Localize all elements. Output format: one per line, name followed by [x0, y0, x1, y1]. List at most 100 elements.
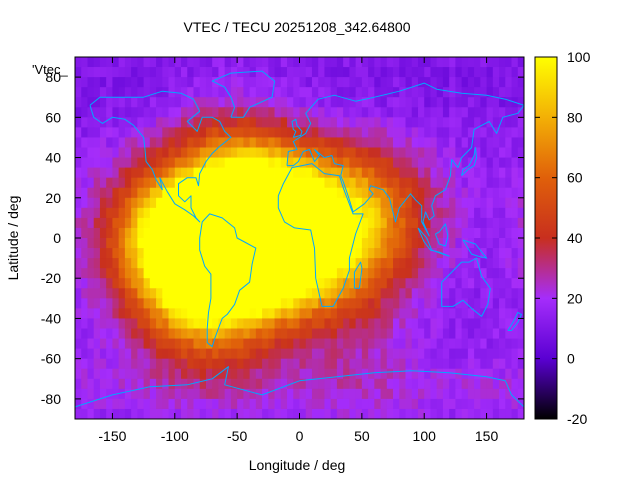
heatmap-cell [174, 308, 182, 319]
heatmap-cell [280, 328, 288, 339]
heatmap-cell [343, 338, 350, 350]
heatmap-cell [343, 318, 350, 329]
heatmap-cell [87, 167, 95, 179]
heatmap-cell [368, 137, 375, 148]
heatmap-cell [405, 97, 413, 108]
heatmap-cell [299, 137, 307, 148]
heatmap-cell [430, 398, 438, 410]
heatmap-cell [455, 77, 463, 88]
heatmap-cell [474, 278, 481, 289]
heatmap-cell [112, 67, 120, 78]
heatmap-cell [374, 147, 381, 158]
heatmap-cell [93, 217, 101, 229]
heatmap-cell [156, 328, 163, 339]
heatmap-cell [374, 77, 381, 88]
heatmap-cell [137, 388, 144, 400]
heatmap-cell [249, 87, 257, 98]
heatmap-cell [224, 368, 232, 380]
heatmap-cell [287, 308, 294, 319]
heatmap-cell [168, 378, 176, 390]
heatmap-cell [255, 187, 263, 199]
heatmap-cell [511, 107, 519, 118]
heatmap-cell [293, 258, 300, 269]
heatmap-cell [149, 378, 157, 390]
heatmap-cell [349, 288, 357, 299]
heatmap-cell [442, 227, 450, 239]
heatmap-cell [193, 248, 201, 259]
heatmap-cell [75, 268, 82, 279]
heatmap-cell [280, 157, 288, 169]
heatmap-cell [455, 238, 463, 249]
heatmap-cell [199, 147, 207, 158]
heatmap-cell [274, 288, 282, 299]
heatmap-cell [411, 358, 419, 370]
heatmap-cell [399, 177, 406, 189]
heatmap-cell [299, 328, 307, 339]
heatmap-cell [156, 227, 163, 239]
heatmap-cell [118, 238, 126, 249]
heatmap-cell [280, 87, 288, 98]
heatmap-cell [424, 157, 431, 169]
heatmap-cell [124, 308, 132, 319]
heatmap-cell [75, 248, 82, 259]
heatmap-cell [311, 278, 319, 289]
heatmap-cell [168, 238, 176, 249]
heatmap-cell [137, 368, 144, 380]
heatmap-cell [293, 147, 300, 158]
heatmap-cell [274, 298, 282, 309]
heatmap-cell [230, 248, 238, 259]
heatmap-cell [218, 117, 226, 128]
heatmap-cell [243, 127, 251, 138]
heatmap-cell [480, 378, 487, 390]
heatmap-cell [430, 238, 438, 249]
heatmap-cell [474, 248, 481, 259]
heatmap-cell [124, 298, 132, 309]
heatmap-cell [293, 268, 300, 279]
heatmap-cell [280, 388, 288, 400]
heatmap-cell [480, 187, 487, 199]
heatmap-cell [156, 338, 163, 350]
heatmap-cell [449, 147, 456, 158]
heatmap-cell [187, 288, 194, 299]
heatmap-cell [81, 147, 88, 158]
heatmap-cell [75, 308, 82, 319]
heatmap-cell [93, 298, 101, 309]
heatmap-cell [87, 117, 95, 128]
heatmap-cell [480, 87, 487, 98]
heatmap-cell [386, 87, 394, 98]
coast-britain [291, 118, 303, 138]
heatmap-cell [424, 298, 431, 309]
heatmap-cell [399, 408, 406, 419]
heatmap-cell [262, 328, 269, 339]
heatmap-cell [112, 248, 120, 259]
heatmap-cell [461, 388, 469, 400]
heatmap-cell [311, 398, 319, 410]
heatmap-cell [99, 87, 107, 98]
heatmap-cell [124, 217, 132, 229]
heatmap-cell [255, 57, 263, 68]
heatmap-cell [249, 227, 257, 239]
heatmap-cell [343, 268, 350, 279]
x-tick-label: 0 [296, 428, 304, 444]
heatmap-cell [212, 187, 219, 199]
heatmap-cell [299, 207, 307, 219]
heatmap-cell [156, 268, 163, 279]
heatmap-cell [330, 87, 338, 98]
heatmap-cell [393, 318, 400, 329]
heatmap-cell [380, 268, 388, 279]
heatmap-cell [330, 408, 338, 419]
heatmap-cell [224, 177, 232, 189]
heatmap-cell [280, 227, 288, 239]
heatmap-cell [93, 187, 101, 199]
heatmap-cell [224, 207, 232, 219]
heatmap-cell [499, 107, 506, 118]
heatmap-cell [361, 127, 369, 138]
heatmap-cell [467, 67, 475, 78]
heatmap-cell [305, 157, 313, 169]
heatmap-cell [324, 167, 332, 179]
heatmap-cell [131, 187, 138, 199]
heatmap-cell [87, 197, 95, 209]
heatmap-cell [480, 67, 487, 78]
heatmap-cell [311, 368, 319, 380]
heatmap-cell [118, 248, 126, 259]
